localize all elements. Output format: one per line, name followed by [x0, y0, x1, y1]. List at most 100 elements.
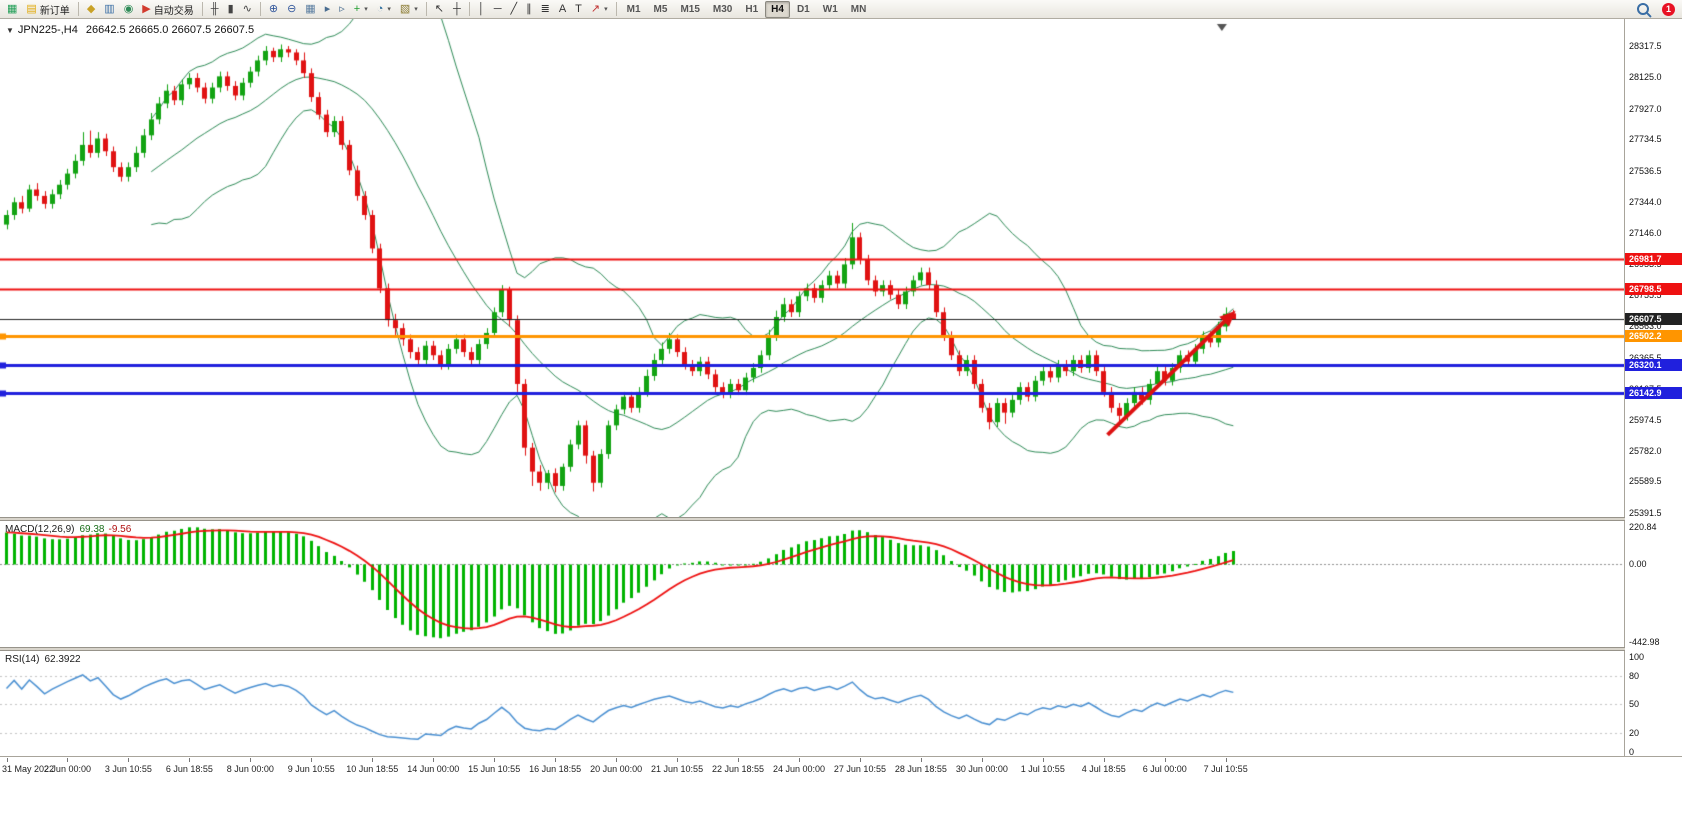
- chart-title: ▼ JPN225-,H4 26642.5 26665.0 26607.5 26607…: [6, 24, 254, 36]
- trendline-icon[interactable]: ╱: [506, 1, 521, 18]
- macd-indicator-label: MACD(12,26,9) 69.38 -9.56: [5, 524, 131, 535]
- templates-icon[interactable]: ▧ ▾: [396, 1, 422, 18]
- auto-scroll-icon[interactable]: ▸: [321, 1, 335, 18]
- profiles-icon[interactable]: ▥: [100, 1, 118, 18]
- main-toolbar: ▦ ▤ 新订单 ◆ ▥ ◉ ▶ 自动交易 ╫ ▮ ∿ ⊕ ⊖ ▦ ▸ ▹ + ▾ ◔ ▾ ▧ ▾ ↖ ┼ │ ─ ╱ ∥ ≣ A T ↗ ▾ M1…: [0, 0, 1682, 19]
- time-scale[interactable]: 31 May 2022 2 Jun 00:00 3 Jun 10:55 6 Jun 1…: [0, 756, 1682, 782]
- price-line-tag: 26502.2: [1625, 329, 1682, 342]
- price-scale[interactable]: 28317.5 28125.0 27927.0 27734.5 27536.5 27344…: [1625, 19, 1682, 757]
- time-axis-tick: [982, 758, 983, 762]
- label-icon[interactable]: T: [571, 1, 586, 18]
- time-axis-label: 4 Jul 18:55: [1081, 764, 1126, 774]
- dropdown-caret-icon: ▾: [604, 6, 608, 13]
- time-axis-tick: [1104, 758, 1105, 762]
- fibonacci-icon[interactable]: ≣: [537, 1, 554, 18]
- time-axis-label: 20 Jun 00:00: [590, 764, 643, 774]
- price-axis-label: 25782.0: [1629, 445, 1662, 456]
- vertical-line-icon[interactable]: │: [474, 1, 489, 18]
- cursor-icon[interactable]: ↖: [431, 1, 448, 18]
- macd-name: MACD(12,26,9): [5, 524, 75, 535]
- tile-windows-icon: ▦: [305, 2, 316, 15]
- vertical-line-icon: │: [477, 2, 485, 15]
- auto-trading-button: ▶: [142, 2, 151, 15]
- zoom-in-icon: ⊕: [268, 2, 279, 15]
- panel-separator[interactable]: [0, 647, 1682, 651]
- time-axis-tick: [738, 758, 739, 762]
- zoom-out-icon: ⊖: [287, 2, 297, 15]
- price-line-tag: 26981.7: [1625, 253, 1682, 266]
- macd-chart-canvas[interactable]: [0, 521, 1624, 647]
- new-order-button[interactable]: ▤ 新订单: [22, 1, 73, 18]
- price-chart-canvas[interactable]: [0, 19, 1624, 517]
- terminal-icon[interactable]: ▦: [3, 1, 21, 18]
- time-axis-tick: [67, 758, 68, 762]
- time-axis-label: 24 Jun 00:00: [772, 764, 825, 774]
- data-window-icon[interactable]: ◉: [120, 1, 138, 18]
- auto-trading-button[interactable]: ▶ 自动交易: [138, 1, 197, 18]
- candlestick-chart-icon[interactable]: ▮: [224, 1, 238, 18]
- rsi-chart-canvas[interactable]: [0, 651, 1624, 756]
- timeframe-m15-button[interactable]: M15: [674, 1, 705, 18]
- time-axis-tick: [311, 758, 312, 762]
- terminal-icon: ▦: [7, 2, 18, 15]
- time-axis-label: 14 Jun 00:00: [407, 764, 460, 774]
- price-axis-label: 28317.5: [1629, 41, 1662, 52]
- auto-trading-button-label: 自动交易: [153, 5, 194, 17]
- profiles-icon: ▥: [104, 2, 115, 15]
- market-watch-icon: ◆: [86, 2, 96, 15]
- timeframe-mn-button[interactable]: MN: [845, 1, 873, 18]
- timeframe-w1-button[interactable]: W1: [817, 1, 844, 18]
- arrows-icon[interactable]: ↗ ▾: [587, 1, 612, 18]
- rsi-axis-label: 100: [1629, 651, 1645, 662]
- toolbar-separator: [615, 2, 617, 16]
- panel-separator[interactable]: [0, 517, 1682, 521]
- label-icon: T: [575, 2, 582, 15]
- price-line-tag: 26607.5: [1625, 312, 1682, 325]
- macd-axis-label: -442.98: [1629, 637, 1660, 648]
- price-axis-label: 27146.0: [1629, 228, 1662, 239]
- periods-icon[interactable]: ◔ ▾: [373, 1, 395, 18]
- toolbar-separator: [468, 2, 470, 16]
- channel-icon[interactable]: ∥: [522, 1, 536, 18]
- bar-chart-icon[interactable]: ╫: [207, 1, 223, 18]
- text-icon[interactable]: A: [555, 1, 570, 18]
- search-icon[interactable]: [1633, 1, 1653, 18]
- zoom-in-icon[interactable]: ⊕: [265, 1, 282, 18]
- add-indicator-icon[interactable]: + ▾: [350, 1, 372, 18]
- timeframe-m5-button[interactable]: M5: [648, 1, 674, 18]
- timeframe-m1-button[interactable]: M1: [621, 1, 647, 18]
- toolbar-separator: [201, 2, 203, 16]
- time-axis-tick: [1165, 758, 1166, 762]
- toolbar-separator: [425, 2, 427, 16]
- collapse-panel-icon[interactable]: ▼: [6, 26, 14, 35]
- time-axis-label: 10 Jun 18:55: [346, 764, 399, 774]
- ohlc-values: 26642.5 26665.0 26607.5 26607.5: [85, 24, 255, 36]
- timeframe-h4-button[interactable]: H4: [765, 0, 790, 18]
- line-chart-icon[interactable]: ∿: [239, 1, 256, 18]
- chart-shift-icon[interactable]: ▹: [335, 1, 349, 18]
- time-axis-label: 30 Jun 00:00: [955, 764, 1008, 774]
- time-axis-tick: [189, 758, 190, 762]
- toolbar-separator: [259, 2, 261, 16]
- crosshair-icon[interactable]: ┼: [449, 1, 465, 18]
- notification-badge[interactable]: 1: [1662, 2, 1675, 16]
- tile-windows-icon[interactable]: ▦: [301, 1, 319, 18]
- timeframe-h1-button[interactable]: H1: [739, 1, 764, 18]
- time-axis-tick: [7, 758, 8, 762]
- bar-chart-icon: ╫: [210, 2, 219, 15]
- text-icon: A: [558, 2, 567, 15]
- horizontal-line-icon[interactable]: ─: [490, 1, 506, 18]
- auto-scroll-icon: ▸: [324, 2, 331, 15]
- dropdown-caret-icon: ▾: [387, 6, 391, 13]
- magnifier-icon: [1637, 3, 1649, 15]
- market-watch-icon[interactable]: ◆: [83, 1, 99, 18]
- price-axis-label: 27927.0: [1629, 103, 1662, 114]
- zoom-out-icon[interactable]: ⊖: [283, 1, 300, 18]
- timeframe-d1-button[interactable]: D1: [791, 1, 816, 18]
- timeframe-m30-button[interactable]: M30: [707, 1, 738, 18]
- time-axis-tick: [555, 758, 556, 762]
- symbol-period-label: JPN225-,H4: [17, 24, 78, 36]
- time-axis-label: 21 Jun 10:55: [651, 764, 704, 774]
- time-axis-label: 15 Jun 10:55: [468, 764, 521, 774]
- rsi-axis-label: 20: [1629, 728, 1640, 739]
